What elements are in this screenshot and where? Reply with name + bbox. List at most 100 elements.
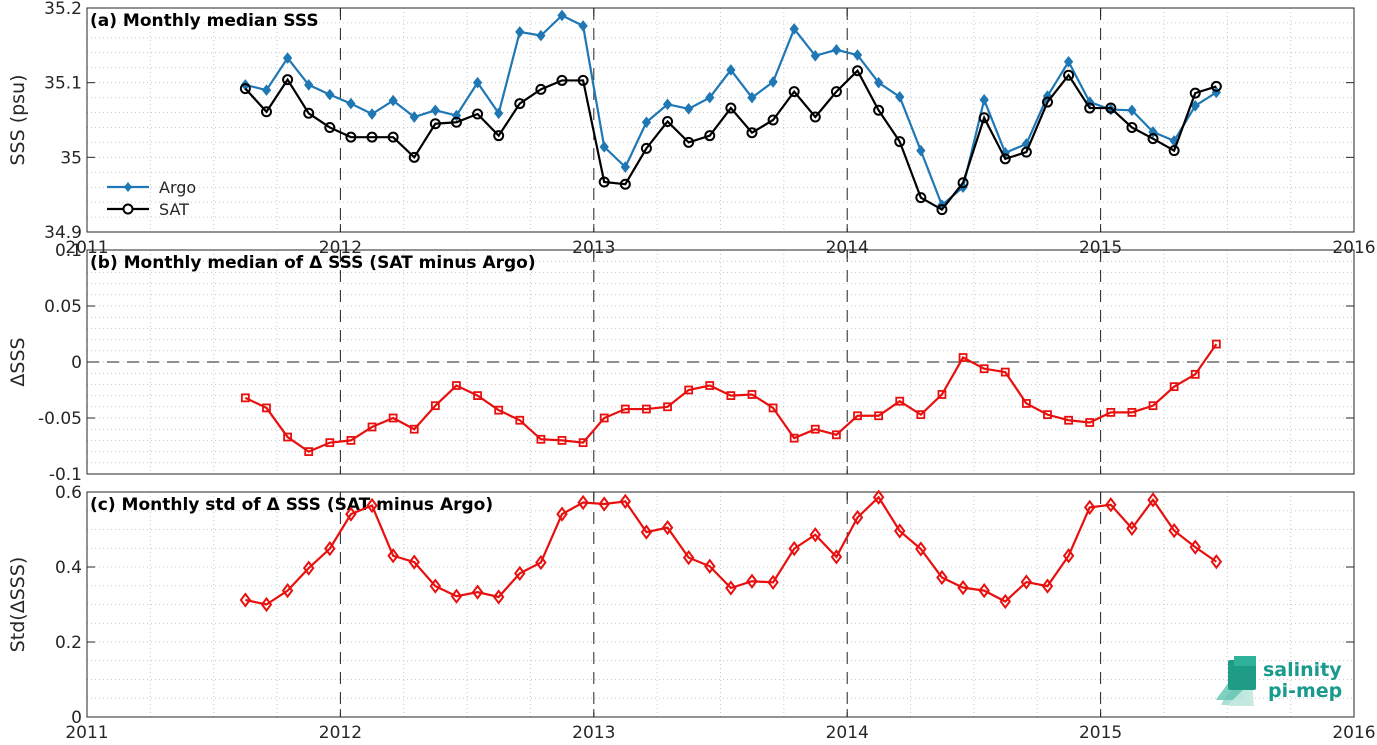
data-point <box>1168 145 1180 157</box>
y-axis-label: SSS (psu) <box>7 74 29 165</box>
data-point <box>1105 102 1117 114</box>
data-point <box>1043 410 1052 420</box>
data-point <box>809 527 822 543</box>
data-point <box>726 391 736 401</box>
data-point <box>893 523 906 539</box>
y-tick-label: 34.9 <box>44 223 82 243</box>
series-line <box>244 343 1218 453</box>
data-point <box>429 118 441 130</box>
y-axis-label: ΔSSS <box>7 337 29 386</box>
data-point <box>556 74 568 86</box>
data-point <box>260 596 273 613</box>
data-point <box>578 438 588 448</box>
data-point <box>746 127 758 139</box>
data-point <box>303 107 315 119</box>
data-point <box>620 404 630 414</box>
data-point <box>282 52 293 64</box>
data-point <box>471 584 484 600</box>
data-point <box>1106 407 1116 417</box>
data-point <box>895 91 905 103</box>
panel-2: -0.1 -0.05 0 0.05 0.1 ΔSSS (b) Monthly median … <box>7 241 1355 485</box>
data-point <box>599 413 609 423</box>
data-point <box>282 74 294 86</box>
series-line <box>245 495 1217 606</box>
data-point <box>514 98 526 110</box>
data-point <box>641 116 652 129</box>
data-point <box>1083 499 1096 516</box>
data-point <box>915 541 927 557</box>
data-point <box>302 560 315 576</box>
data-point <box>1189 87 1201 99</box>
data-point <box>916 144 926 157</box>
y-tick-label: 35.2 <box>44 0 82 19</box>
data-point <box>408 151 420 163</box>
data-point <box>283 432 292 442</box>
data-point <box>747 91 757 104</box>
data-point <box>852 65 864 77</box>
series-delta-sss <box>239 489 1223 613</box>
data-point <box>598 176 610 188</box>
data-point <box>1041 578 1054 594</box>
data-point <box>789 23 799 35</box>
data-point <box>788 86 800 98</box>
data-point <box>873 76 884 89</box>
data-point <box>325 88 335 101</box>
data-point <box>958 353 968 362</box>
data-point <box>788 540 800 557</box>
legend-marker <box>122 203 134 215</box>
data-point <box>768 76 778 88</box>
data-point <box>619 493 632 510</box>
legend-label: Argo <box>159 178 196 197</box>
data-point <box>577 74 589 86</box>
data-point <box>873 104 885 116</box>
y-tick-label: 0 <box>71 353 82 373</box>
data-point <box>704 130 716 142</box>
data-point <box>1062 548 1075 564</box>
data-point <box>472 108 484 120</box>
data-point <box>768 403 778 413</box>
x-tick-label: 2013 <box>572 723 615 743</box>
x-tick-label: 2011 <box>65 238 108 258</box>
data-point <box>430 401 440 411</box>
data-point <box>1147 133 1159 145</box>
data-point <box>281 582 294 599</box>
data-point <box>936 204 948 216</box>
data-point <box>515 26 525 38</box>
data-point <box>494 107 504 120</box>
data-point <box>682 549 695 566</box>
data-point <box>388 94 398 107</box>
data-point <box>1105 497 1117 513</box>
data-point <box>408 554 420 570</box>
data-point <box>304 79 314 91</box>
axes-box <box>86 7 1355 233</box>
data-point <box>853 411 862 421</box>
legend-label: SAT <box>159 200 189 219</box>
series-delta-sss <box>240 339 1221 457</box>
y-tick-label: 0 <box>71 708 82 728</box>
data-point <box>832 430 841 440</box>
data-point <box>662 98 673 111</box>
x-tick-label: 2016 <box>1332 723 1375 743</box>
data-point <box>346 97 356 110</box>
y-tick-label: -0.05 <box>38 409 82 429</box>
data-point <box>577 494 589 511</box>
data-point <box>1126 121 1138 133</box>
y-tick-label: 35 <box>60 148 82 168</box>
data-point <box>493 130 505 142</box>
data-point <box>1020 146 1032 158</box>
data-point <box>366 131 378 143</box>
data-point <box>429 578 442 594</box>
data-point <box>346 435 356 445</box>
data-point <box>746 573 758 589</box>
data-point <box>978 582 990 599</box>
data-point <box>1147 492 1159 508</box>
data-point <box>684 102 694 115</box>
y-tick-label: 0.2 <box>55 633 82 653</box>
data-point <box>367 422 377 432</box>
data-point <box>240 393 250 403</box>
wave-logo-icon <box>1216 656 1256 706</box>
data-point <box>1211 339 1221 349</box>
data-point <box>705 91 715 104</box>
data-point <box>852 49 863 61</box>
data-point <box>324 540 336 557</box>
